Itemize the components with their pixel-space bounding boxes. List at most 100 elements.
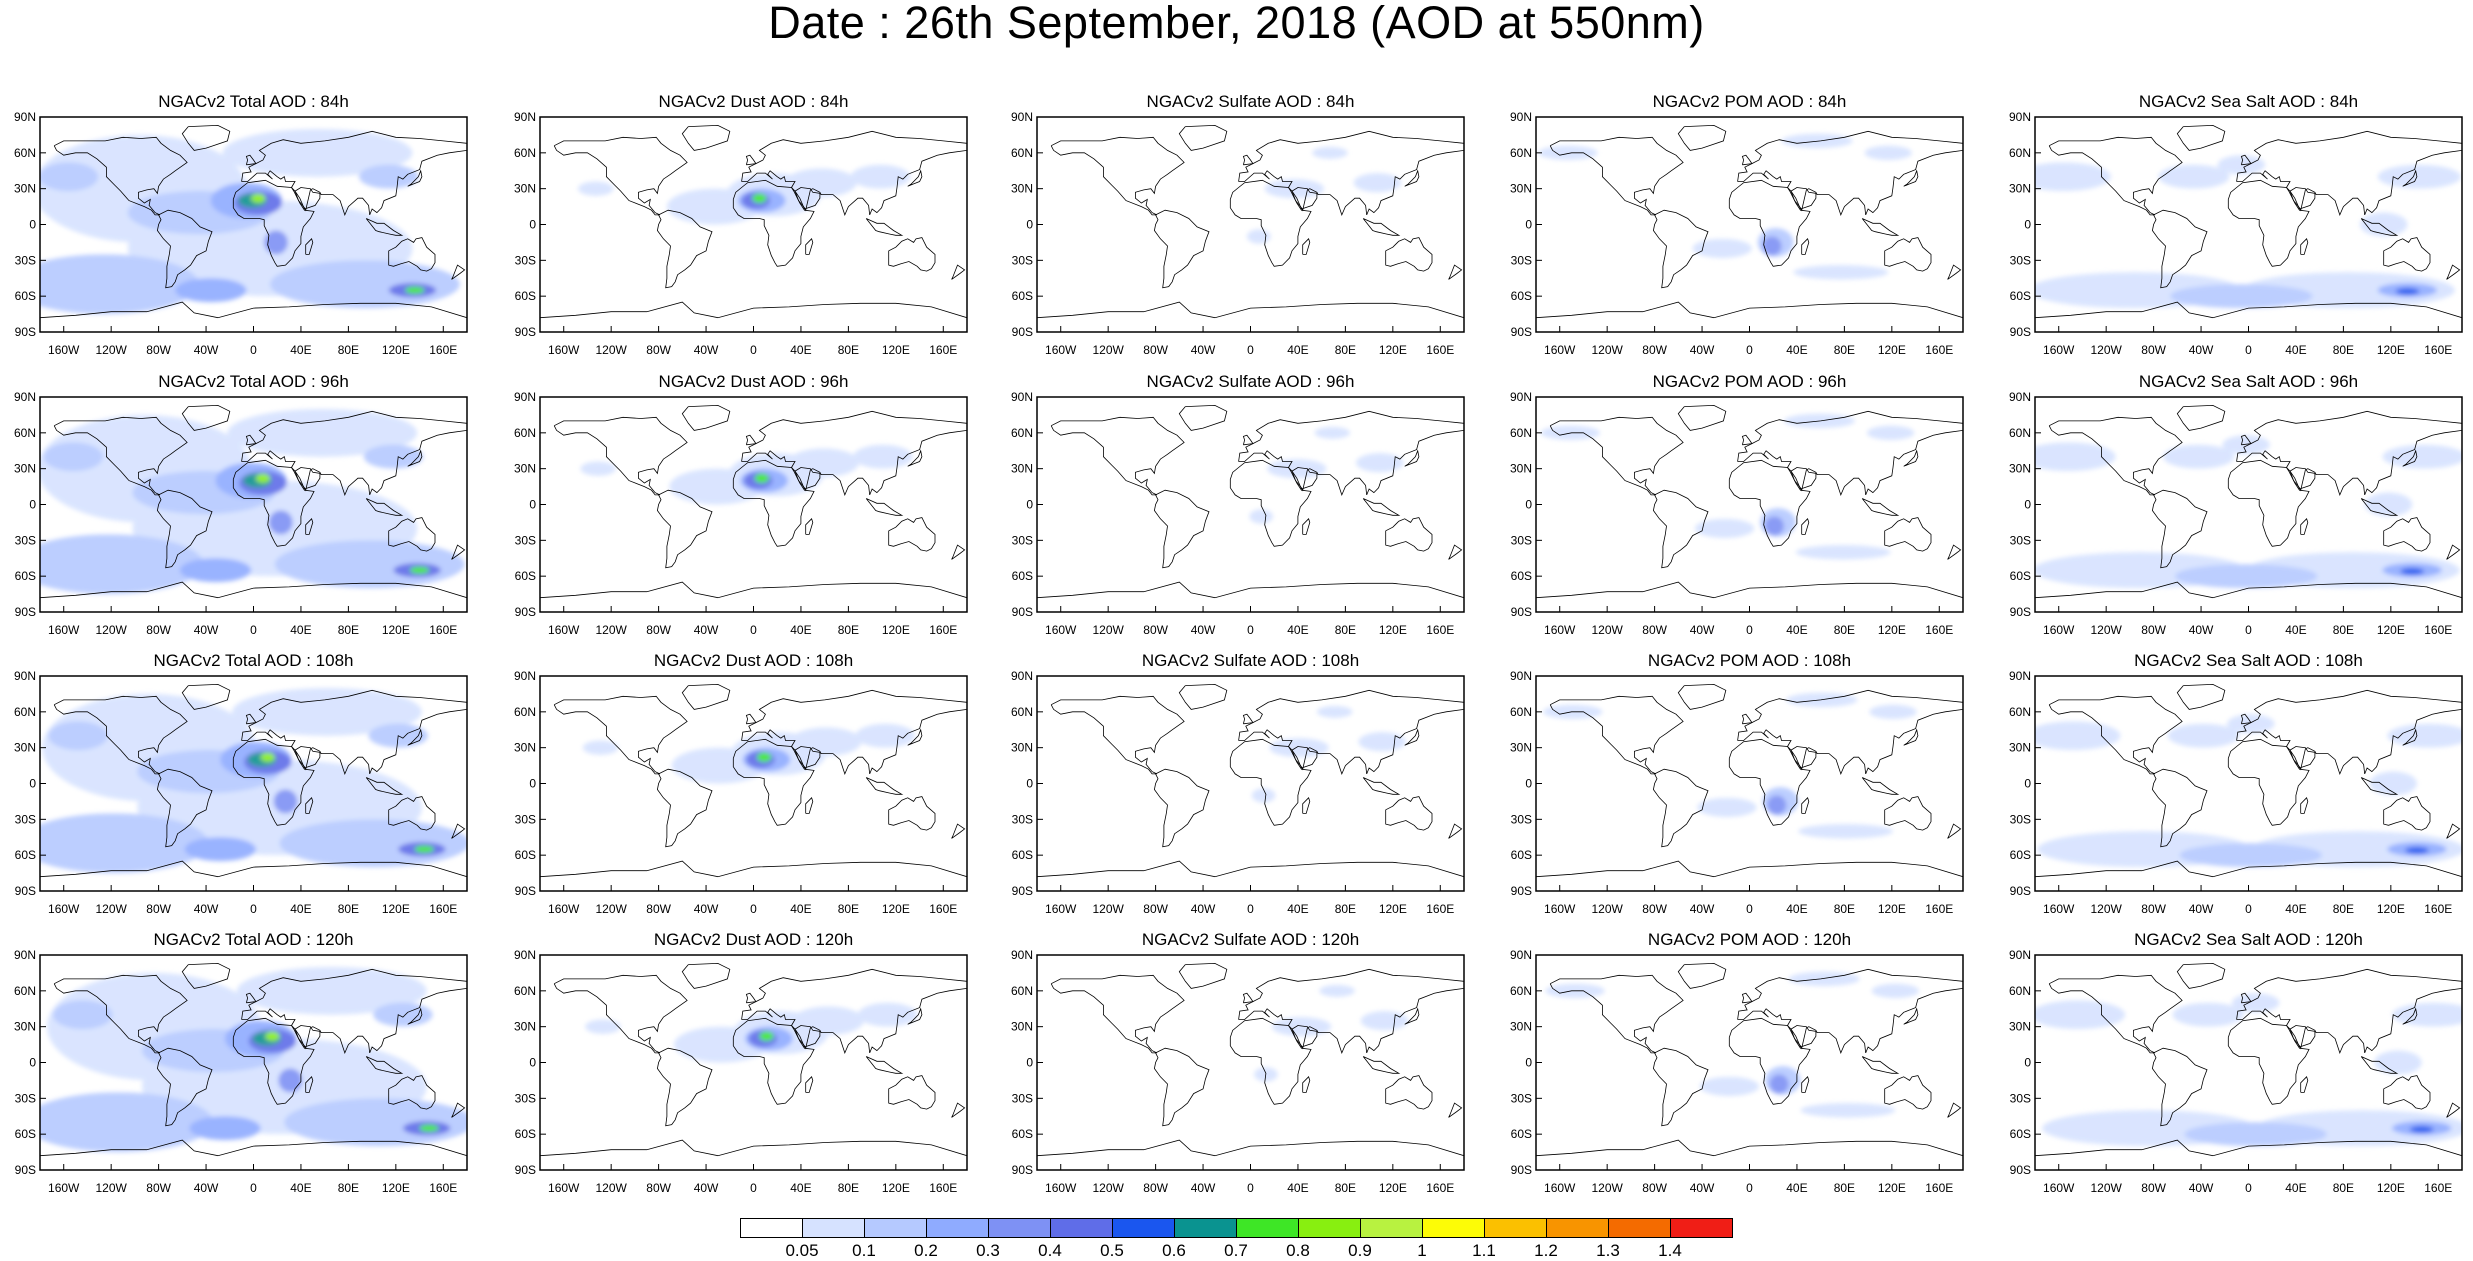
aod-map: 90N 60N 30N 0 30S 60S 90S 160W 120W 80W 40W 0 40E 80E… [514, 948, 968, 1195]
coastline [451, 1102, 466, 1118]
panel-title: NGACv2 Dust AOD : 84h [658, 92, 849, 111]
lat-label: 60N [14, 705, 36, 719]
lon-label: 40W [194, 1181, 219, 1195]
lon-label: 80E [1335, 1181, 1356, 1195]
aod-plume [270, 260, 460, 309]
coastline [1404, 1007, 1420, 1025]
aod-plume [40, 254, 199, 315]
lon-label: 40W [1690, 902, 1715, 916]
lat-label: 60N [1011, 705, 1033, 719]
coastline [1153, 209, 1210, 289]
coastline [156, 1047, 213, 1127]
coastline [888, 517, 936, 552]
coastline [1242, 992, 1254, 1004]
coastline [1790, 746, 1817, 769]
aod-plume [40, 534, 204, 595]
coastline [2048, 416, 2183, 496]
coastline [741, 410, 967, 497]
coastline [2402, 1007, 2418, 1025]
lat-label: 30S [1511, 533, 1532, 547]
colorbar-label: 1.2 [1534, 1241, 1558, 1260]
lon-label: 160W [1544, 902, 1576, 916]
coastline [741, 130, 967, 217]
coastline [540, 581, 967, 599]
lon-label: 160E [1925, 902, 1953, 916]
lon-label: 120W [95, 1181, 127, 1195]
lon-label: 160E [929, 902, 957, 916]
coastline [540, 301, 967, 319]
lat-label: 90N [2009, 948, 2031, 962]
coastline [951, 264, 966, 280]
lat-label: 60N [514, 984, 536, 998]
coastline [732, 738, 815, 826]
lat-label: 60N [2009, 984, 2031, 998]
lat-label: 60S [1012, 289, 1033, 303]
aod-plume [582, 740, 619, 755]
aod-plume [1267, 459, 1327, 479]
coastlines [2035, 683, 2462, 878]
aod-plume [251, 193, 266, 203]
coastline [1050, 416, 1185, 496]
aod-map: 90N 60N 30N 0 30S 60S 90S 160W 120W 80W 40W 0 40E 80E… [1510, 669, 1964, 916]
coastline [245, 713, 257, 725]
aod-plume [2170, 284, 2313, 309]
lon-label: 160E [929, 1181, 957, 1195]
coastline [407, 169, 423, 187]
coastline [1302, 518, 1311, 535]
colorbar-label: 1.1 [1472, 1241, 1496, 1260]
colorbar-swatch [1546, 1218, 1609, 1238]
lon-label: 160W [2043, 343, 2075, 357]
lat-label: 60N [1011, 426, 1033, 440]
panel-title: NGACv2 Sulfate AOD : 96h [1146, 372, 1355, 391]
aod-plume [1538, 145, 1598, 160]
lat-label: 60S [515, 289, 536, 303]
lat-label: 30N [1510, 462, 1532, 476]
lat-label: 0 [29, 218, 36, 232]
lon-label: 40E [1287, 902, 1308, 916]
lon-label: 40W [1690, 1181, 1715, 1195]
aod-plume [40, 1092, 214, 1153]
lon-label: 80W [146, 623, 171, 637]
lon-label: 40E [1786, 1181, 1807, 1195]
coastline [1291, 746, 1318, 769]
aod-plume [278, 1068, 303, 1093]
map-panel: NGACv2 Sea Salt AOD : 108h 90N 60N 30N 0 30S 6… [2009, 651, 2473, 921]
coastline [1652, 768, 1709, 848]
lat-label: 0 [529, 498, 536, 512]
panel-title: NGACv2 Total AOD : 120h [153, 930, 354, 949]
lon-label: 80E [338, 1181, 359, 1195]
lon-label: 80E [1335, 623, 1356, 637]
lat-label: 90S [15, 884, 36, 898]
lat-label: 90N [14, 669, 36, 683]
aod-field [585, 1002, 918, 1063]
coastline [865, 777, 904, 795]
lon-label: 80W [1143, 1181, 1168, 1195]
coastline [181, 683, 231, 710]
lat-label: 30N [14, 462, 36, 476]
lon-label: 0 [1247, 623, 1254, 637]
coastline [1903, 169, 1919, 187]
coastline [2446, 823, 2461, 839]
coastline [732, 459, 815, 547]
coastline [732, 1017, 815, 1105]
lon-label: 40E [790, 1181, 811, 1195]
lon-label: 80E [1834, 902, 1855, 916]
aod-plume [1269, 738, 1329, 758]
coastline [241, 130, 467, 217]
coastline [1861, 498, 1900, 516]
aod-plume [1866, 425, 1915, 440]
lon-label: 80E [838, 1181, 859, 1195]
lat-label: 60N [14, 426, 36, 440]
lon-label: 120E [882, 623, 910, 637]
lon-label: 160E [2424, 623, 2452, 637]
coastlines [40, 404, 467, 599]
coastline [681, 124, 731, 151]
coastline [2151, 1047, 2208, 1127]
coastline [1153, 1047, 1210, 1127]
coastline [1947, 264, 1962, 280]
lat-label: 90S [1511, 605, 1532, 619]
aod-plume [189, 1116, 261, 1141]
coastline [1050, 695, 1185, 775]
coastline [305, 1076, 314, 1093]
aod-plume [227, 408, 418, 457]
